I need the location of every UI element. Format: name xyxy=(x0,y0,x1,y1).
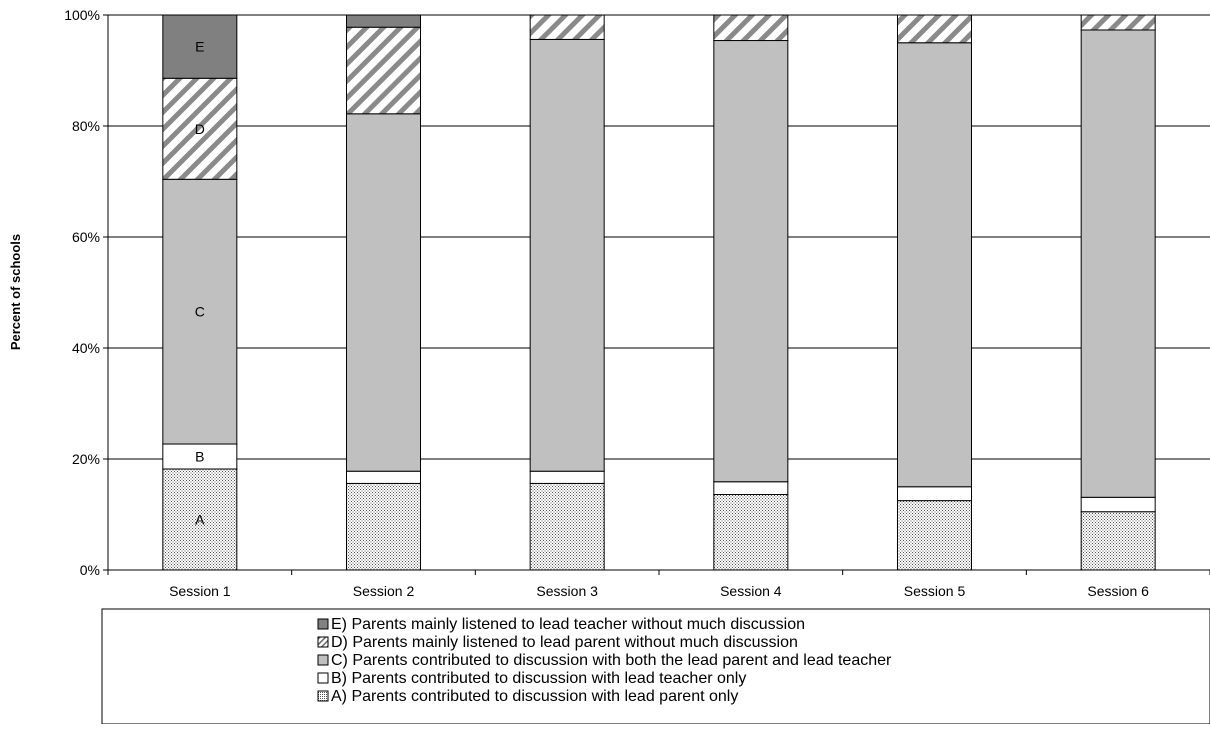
bar-segment-c xyxy=(1080,29,1156,498)
y-axis-title: Percent of schools xyxy=(8,234,23,350)
bar-segment-c xyxy=(897,42,972,488)
y-tick-label: 80% xyxy=(72,118,100,134)
segment-label-e: E xyxy=(195,39,204,55)
bar-segment-a xyxy=(346,482,421,571)
legend-box xyxy=(101,608,1210,725)
segment-label-b: B xyxy=(195,449,204,465)
bar-segment-d xyxy=(713,14,789,42)
bar-segment-d xyxy=(1080,14,1156,31)
x-tick-label: Session 4 xyxy=(720,583,782,599)
bar-segment-c xyxy=(529,38,605,472)
legend-swatch-d xyxy=(317,636,329,648)
legend-label-b: B) Parents contributed to discussion wit… xyxy=(331,670,746,687)
x-tick-label: Session 2 xyxy=(353,583,415,599)
legend-swatch-e xyxy=(317,618,329,630)
bar-segment-b xyxy=(713,481,789,496)
bar-segment-e xyxy=(346,14,421,28)
legend-label-e: E) Parents mainly listened to lead teach… xyxy=(331,616,805,633)
x-tick-label: Session 6 xyxy=(1087,583,1149,599)
bar-segment-a xyxy=(897,500,972,571)
bar-segment-d xyxy=(897,14,972,44)
y-tick-label: 40% xyxy=(72,340,100,356)
legend-label-d: D) Parents mainly listened to lead paren… xyxy=(331,634,798,651)
bar-segment-c xyxy=(713,40,789,483)
legend-swatch-c xyxy=(317,654,329,666)
legend-swatch-a xyxy=(317,690,329,702)
x-tick-label: Session 3 xyxy=(536,583,598,599)
y-tick-label: 60% xyxy=(72,229,100,245)
bar-segment-c xyxy=(346,113,421,472)
legend-swatch-b xyxy=(317,672,329,684)
bar-segment-b xyxy=(897,486,972,502)
legend-label-c: C) Parents contributed to discussion wit… xyxy=(331,652,892,669)
bar-segment-a xyxy=(713,494,789,571)
gridlines xyxy=(108,14,1210,460)
bar-segment-a xyxy=(529,482,605,571)
bar-segment-b xyxy=(1080,496,1156,513)
y-tick-label: 0% xyxy=(80,562,100,578)
legend-label-a: A) Parents contributed to discussion wit… xyxy=(331,688,738,705)
bar-segment-b xyxy=(529,470,605,484)
bar-segment-a xyxy=(1080,511,1156,571)
bar-segment-d xyxy=(346,26,421,115)
y-tick-label: 20% xyxy=(72,451,100,467)
axes: 0% 20% 40% 60% 80% 100% Session 1 Session 2 Sess… xyxy=(64,7,1210,599)
segment-label-d: D xyxy=(195,121,205,137)
bars: A B C D E xyxy=(162,14,1156,571)
bar-segment-b xyxy=(346,470,421,484)
segment-label-a: A xyxy=(195,511,205,527)
bar-segment-e xyxy=(162,14,238,79)
segment-label-c: C xyxy=(195,304,205,320)
x-tick-label: Session 5 xyxy=(904,583,966,599)
x-tick-label: Session 1 xyxy=(169,583,231,599)
bar-segment-b xyxy=(162,443,238,470)
bar-segment-d xyxy=(529,14,605,40)
bar-segment-a xyxy=(162,468,238,571)
legend: E) Parents mainly listened to lead teach… xyxy=(101,608,1210,725)
y-tick-label: 100% xyxy=(64,7,100,23)
